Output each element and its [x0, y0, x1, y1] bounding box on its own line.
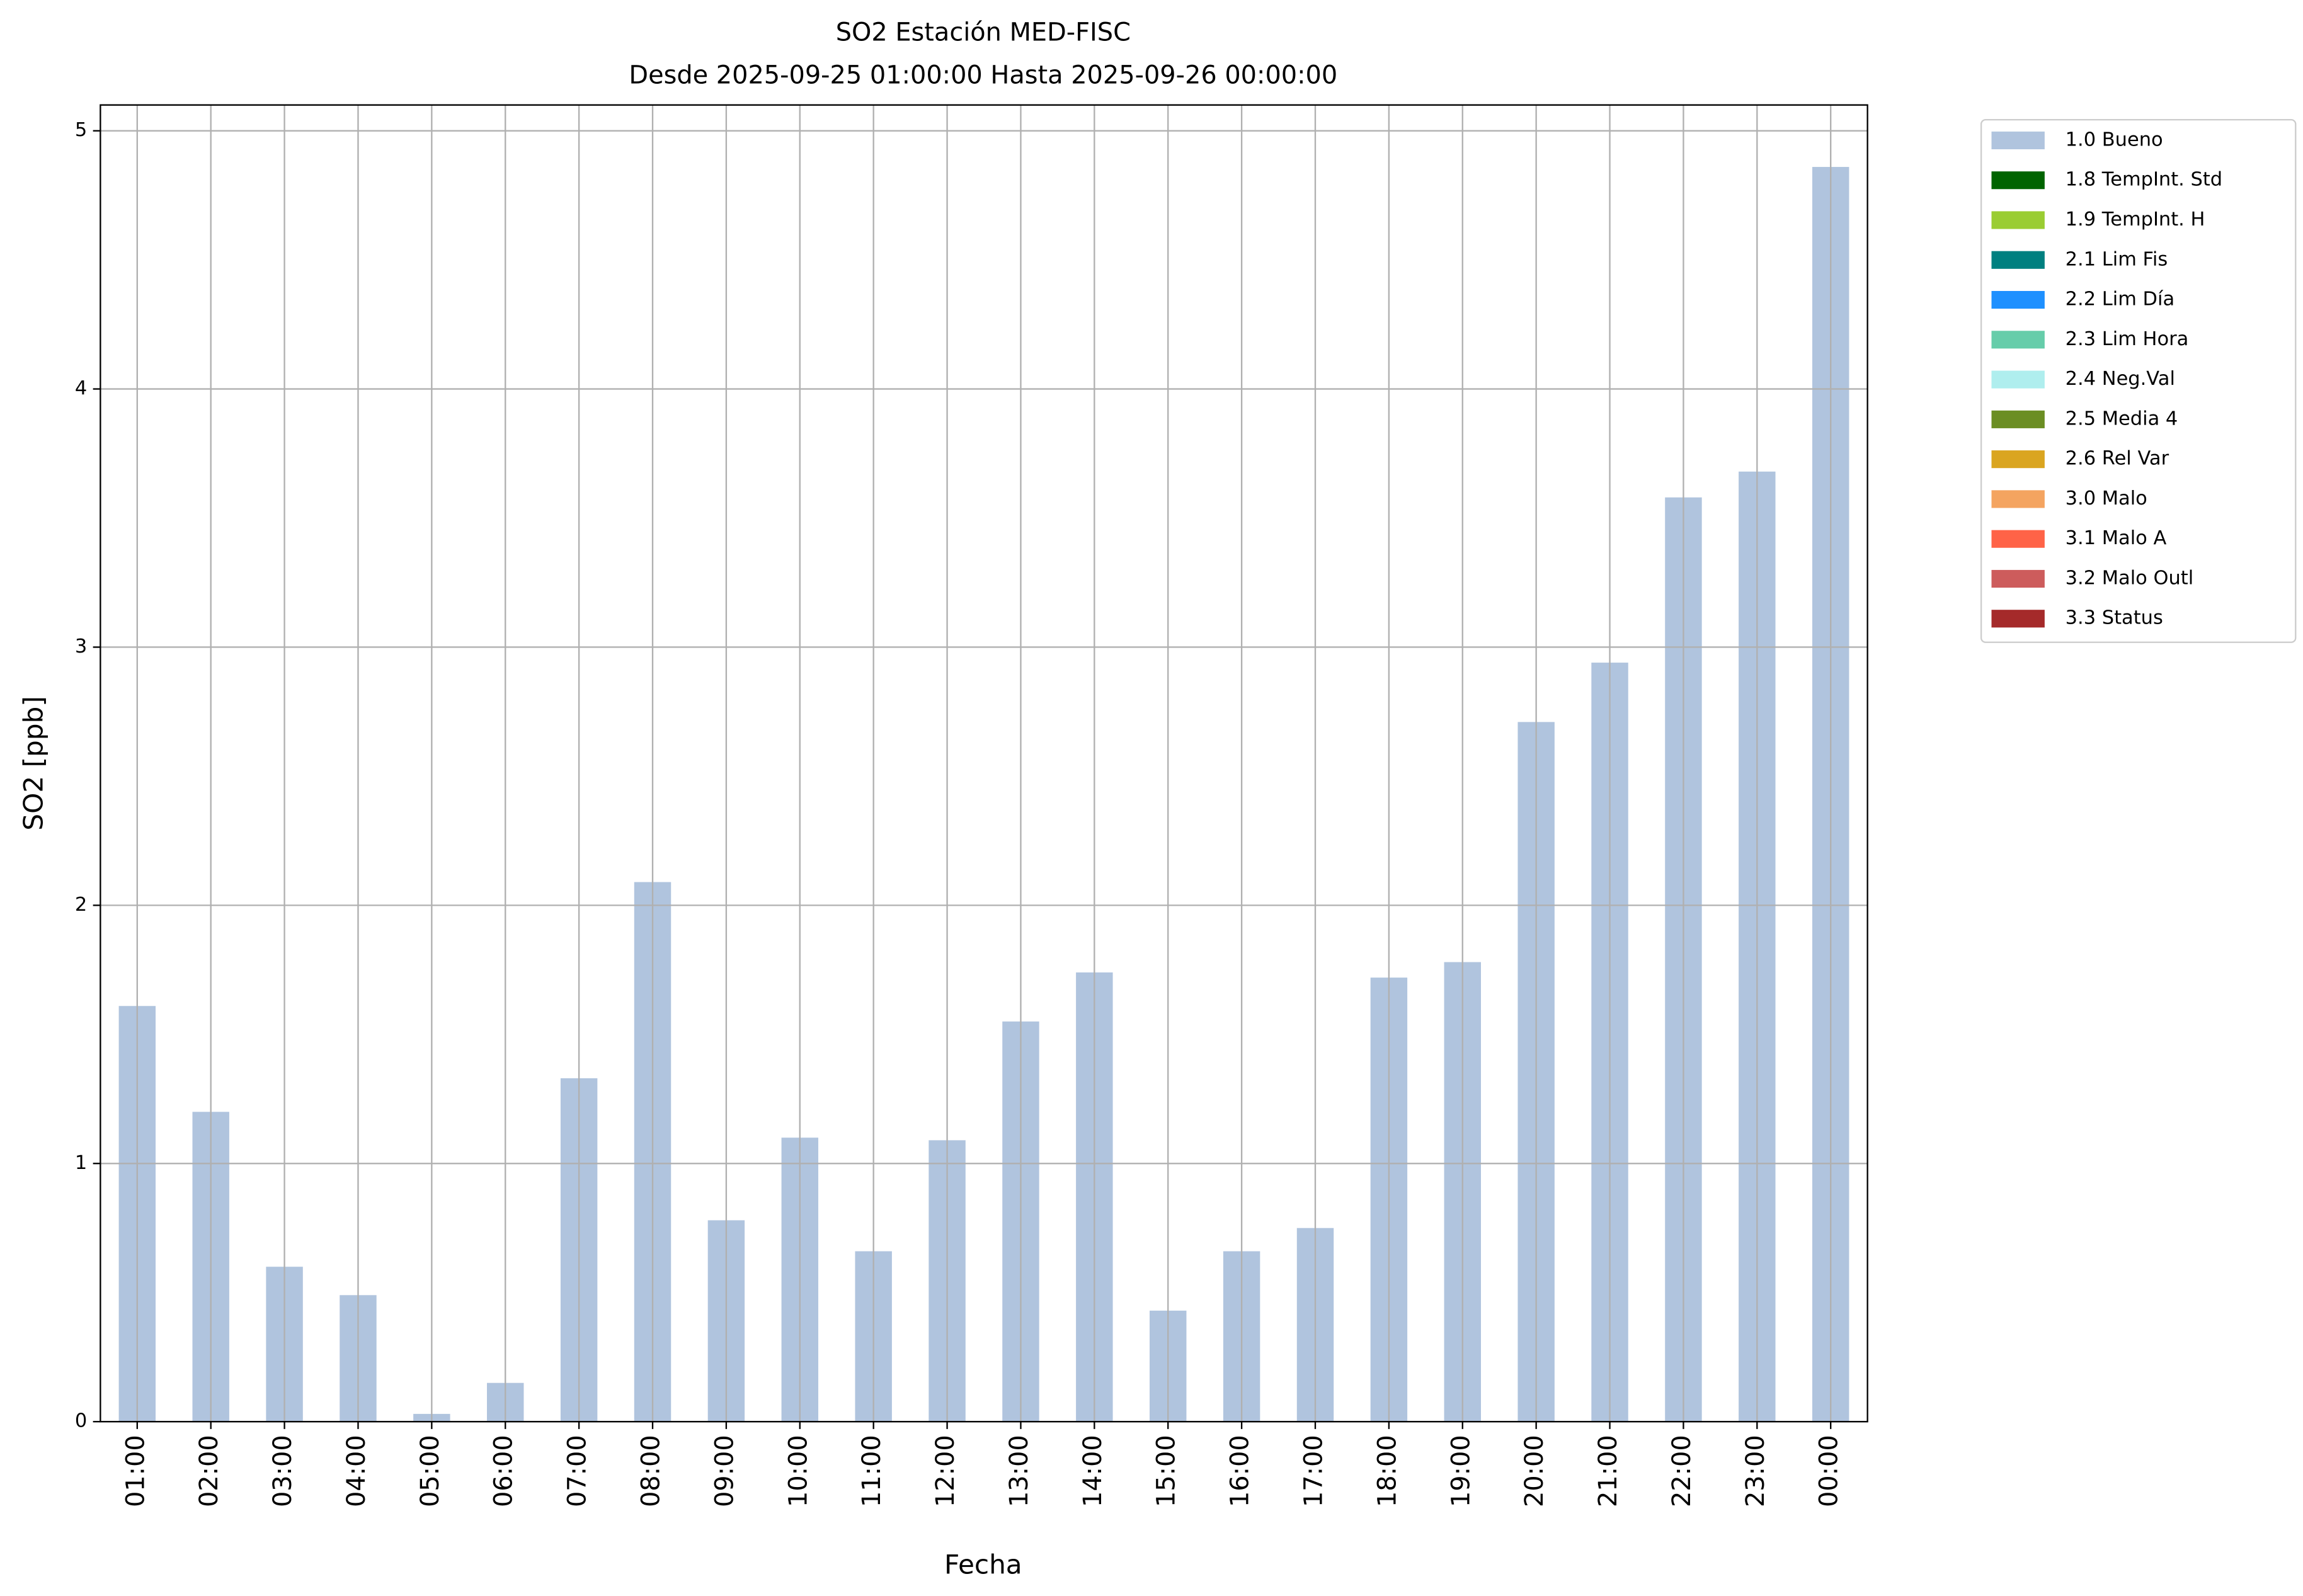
legend-swatch [1991, 410, 2045, 428]
legend-swatch [1991, 569, 2045, 588]
legend-label: 3.0 Malo [2066, 487, 2147, 510]
x-tick-label: 18:00 [1373, 1435, 1402, 1507]
legend-swatch [1991, 171, 2045, 190]
legend-swatch [1991, 211, 2045, 229]
x-tick-label: 15:00 [1152, 1435, 1181, 1507]
y-tick-label: 1 [75, 1152, 87, 1174]
legend-label: 2.3 Lim Hora [2066, 328, 2189, 350]
x-tick-label: 13:00 [1005, 1435, 1034, 1507]
x-tick-label: 21:00 [1594, 1435, 1623, 1507]
x-tick-label: 00:00 [1815, 1435, 1844, 1507]
legend-label: 2.1 Lim Fis [2066, 248, 2168, 270]
legend-swatch [1991, 331, 2045, 349]
x-tick-label: 01:00 [121, 1435, 150, 1507]
x-tick-label: 08:00 [637, 1435, 666, 1507]
x-tick-label: 23:00 [1741, 1435, 1770, 1507]
plot-frame [100, 104, 1868, 1423]
x-tick-label: 19:00 [1446, 1435, 1475, 1507]
legend-swatch [1991, 251, 2045, 269]
x-tick-label: 11:00 [857, 1435, 886, 1507]
x-tick-label: 17:00 [1299, 1435, 1328, 1507]
x-tick-label: 02:00 [195, 1435, 224, 1507]
legend-label: 2.6 Rel Var [2066, 448, 2169, 470]
chart-subtitle: Desde 2025-09-25 01:00:00 Hasta 2025-09-… [629, 61, 1337, 90]
legend-label: 3.1 Malo A [2066, 527, 2167, 549]
y-tick-label: 4 [75, 377, 87, 399]
x-axis-label: Fecha [944, 1549, 1022, 1580]
x-tick-label: 06:00 [489, 1435, 518, 1507]
x-tick-label: 03:00 [268, 1435, 297, 1507]
x-tick-label: 07:00 [563, 1435, 592, 1507]
legend-label: 3.3 Status [2066, 607, 2163, 629]
legend-swatch [1991, 530, 2045, 548]
x-tick-label: 04:00 [342, 1435, 371, 1507]
legend-label: 2.2 Lim Día [2066, 288, 2174, 311]
legend-swatch [1991, 610, 2045, 628]
y-axis-label: SO2 [ppb] [18, 696, 49, 830]
legend-label: 1.0 Bueno [2066, 128, 2163, 151]
legend-label: 1.8 TempInt. Std [2066, 169, 2222, 191]
x-tick-label: 14:00 [1078, 1435, 1107, 1507]
legend-swatch [1991, 131, 2045, 149]
x-tick-label: 12:00 [931, 1435, 960, 1507]
legend-swatch [1991, 490, 2045, 508]
legend-swatch [1991, 370, 2045, 389]
y-tick-label: 0 [75, 1410, 87, 1432]
legend-label: 1.9 TempInt. H [2066, 208, 2205, 231]
y-tick-label: 2 [75, 894, 87, 916]
x-tick-label: 16:00 [1226, 1435, 1255, 1507]
chart-title: SO2 Estación MED-FISC [836, 18, 1131, 47]
legend-label: 3.2 Malo Outl [2066, 567, 2194, 589]
legend-swatch [1991, 290, 2045, 309]
y-tick-label: 5 [75, 119, 87, 141]
x-tick-label: 05:00 [416, 1435, 445, 1507]
x-tick-label: 09:00 [710, 1435, 739, 1507]
y-tick-label: 3 [75, 636, 87, 658]
x-tick-label: 22:00 [1667, 1435, 1696, 1507]
x-tick-label: 20:00 [1520, 1435, 1549, 1507]
legend-swatch [1991, 450, 2045, 469]
x-tick-label: 10:00 [784, 1435, 813, 1507]
legend-label: 2.4 Neg.Val [2066, 368, 2175, 390]
legend-box [1980, 118, 2297, 643]
legend-label: 2.5 Media 4 [2066, 408, 2178, 430]
